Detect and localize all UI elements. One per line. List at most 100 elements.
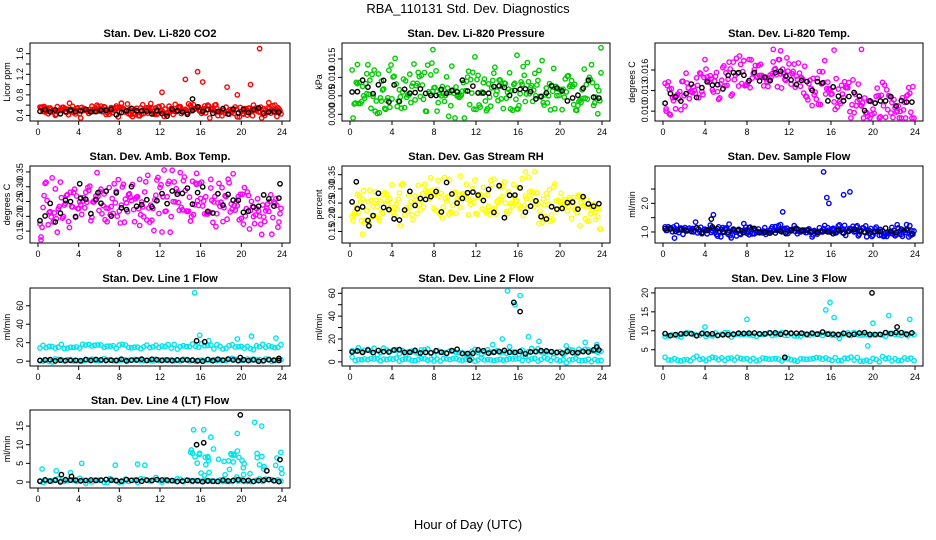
sample-point [681, 356, 687, 363]
sample-point [791, 357, 798, 364]
sample-point [686, 95, 693, 102]
hourly-point [825, 228, 831, 235]
hourly-point [861, 107, 868, 114]
hourly-point [189, 357, 196, 364]
sample-point [248, 198, 255, 205]
hourly-point [825, 331, 831, 338]
x-tick-label: 12 [155, 494, 165, 504]
sample-point [596, 87, 602, 94]
sample-point [56, 203, 63, 210]
x-tick-label: 16 [826, 372, 836, 382]
sample-point [788, 356, 794, 363]
sample-point [439, 83, 446, 90]
x-tick-label: 12 [471, 249, 481, 259]
sample-point [234, 430, 241, 437]
hourly-point [590, 346, 597, 353]
sample-point [196, 451, 203, 458]
sample-point [862, 222, 869, 229]
sample-point [531, 168, 538, 175]
sample-point [66, 100, 73, 107]
panel-title: Stan. Dev. Line 3 Flow [731, 273, 847, 285]
hourly-point [380, 204, 387, 211]
sample-point [54, 229, 61, 236]
y-axis-label: kPa [314, 74, 324, 90]
sample-point [470, 199, 477, 206]
hourly-point [861, 329, 868, 336]
sample-point [561, 94, 568, 101]
hourly-point [270, 477, 277, 484]
hourly-point [867, 230, 873, 236]
hourly-point [585, 200, 592, 207]
panel-title: Stan. Dev. Gas Stream RH [408, 151, 544, 163]
sample-point [472, 358, 478, 365]
hourly-point [825, 98, 831, 104]
hourly-point [819, 228, 826, 235]
hourly-point [809, 330, 815, 336]
hourly-point [882, 329, 889, 336]
hourly-point [230, 477, 237, 484]
sample-point [594, 110, 601, 117]
sample-point [265, 99, 272, 106]
sample-point [414, 80, 421, 87]
hourly-point [888, 330, 894, 337]
hourly-point [438, 349, 445, 356]
sample-point [885, 355, 892, 361]
sample-point [393, 355, 400, 361]
sample-point [369, 71, 375, 78]
sample-point [895, 103, 902, 109]
sample-point [594, 357, 601, 364]
hourly-point [585, 77, 592, 84]
sample-point [465, 211, 472, 218]
sample-point [891, 96, 897, 103]
hourly-point [354, 205, 361, 212]
sample-point [584, 96, 591, 103]
y-tick-label: 0.20 [15, 208, 25, 226]
panel-title: Stan. Dev. Li-820 CO2 [104, 28, 217, 40]
sample-point [709, 332, 716, 339]
sample-point [771, 227, 778, 234]
sample-point [435, 99, 442, 106]
x-tick-label: 0 [347, 249, 352, 259]
hourly-point [517, 184, 523, 191]
hourly-point [72, 213, 79, 220]
sample-point [566, 356, 573, 363]
sample-point [191, 289, 198, 296]
sample-point [215, 456, 222, 463]
hourly-point [133, 203, 140, 210]
y-tick-label: 0.010 [327, 66, 337, 89]
hourly-point [459, 195, 466, 202]
data-points [349, 44, 604, 121]
x-tick-label: 4 [76, 372, 81, 382]
hourly-point [464, 88, 471, 94]
sample-point [235, 454, 242, 461]
hourly-point [42, 106, 48, 113]
sample-point [392, 55, 398, 62]
sample-point [906, 90, 913, 97]
sample-point [53, 215, 60, 222]
hourly-point [798, 77, 805, 84]
sample-point [406, 71, 413, 78]
sample-point [447, 208, 454, 215]
sample-point [672, 105, 679, 112]
sample-point [121, 219, 128, 226]
hourly-point [364, 84, 371, 91]
sample-point [817, 101, 824, 108]
hourly-point [37, 217, 43, 224]
hourly-point [143, 477, 150, 483]
panel-title: Stan. Dev. Line 1 Flow [102, 273, 218, 285]
x-tick-label: 4 [702, 372, 707, 382]
sample-point [443, 198, 450, 205]
sample-point [693, 353, 700, 360]
sample-point [811, 91, 818, 98]
hourly-point [490, 209, 497, 216]
hourly-point [214, 356, 221, 363]
sample-point [884, 106, 891, 113]
sample-point [449, 355, 456, 362]
sample-point [125, 344, 132, 351]
sample-point [391, 73, 397, 80]
y-tick-label: 0.015 [327, 48, 337, 71]
hourly-point [506, 192, 513, 199]
sample-point [53, 467, 60, 474]
sample-point [577, 222, 583, 229]
sample-point [41, 192, 47, 199]
